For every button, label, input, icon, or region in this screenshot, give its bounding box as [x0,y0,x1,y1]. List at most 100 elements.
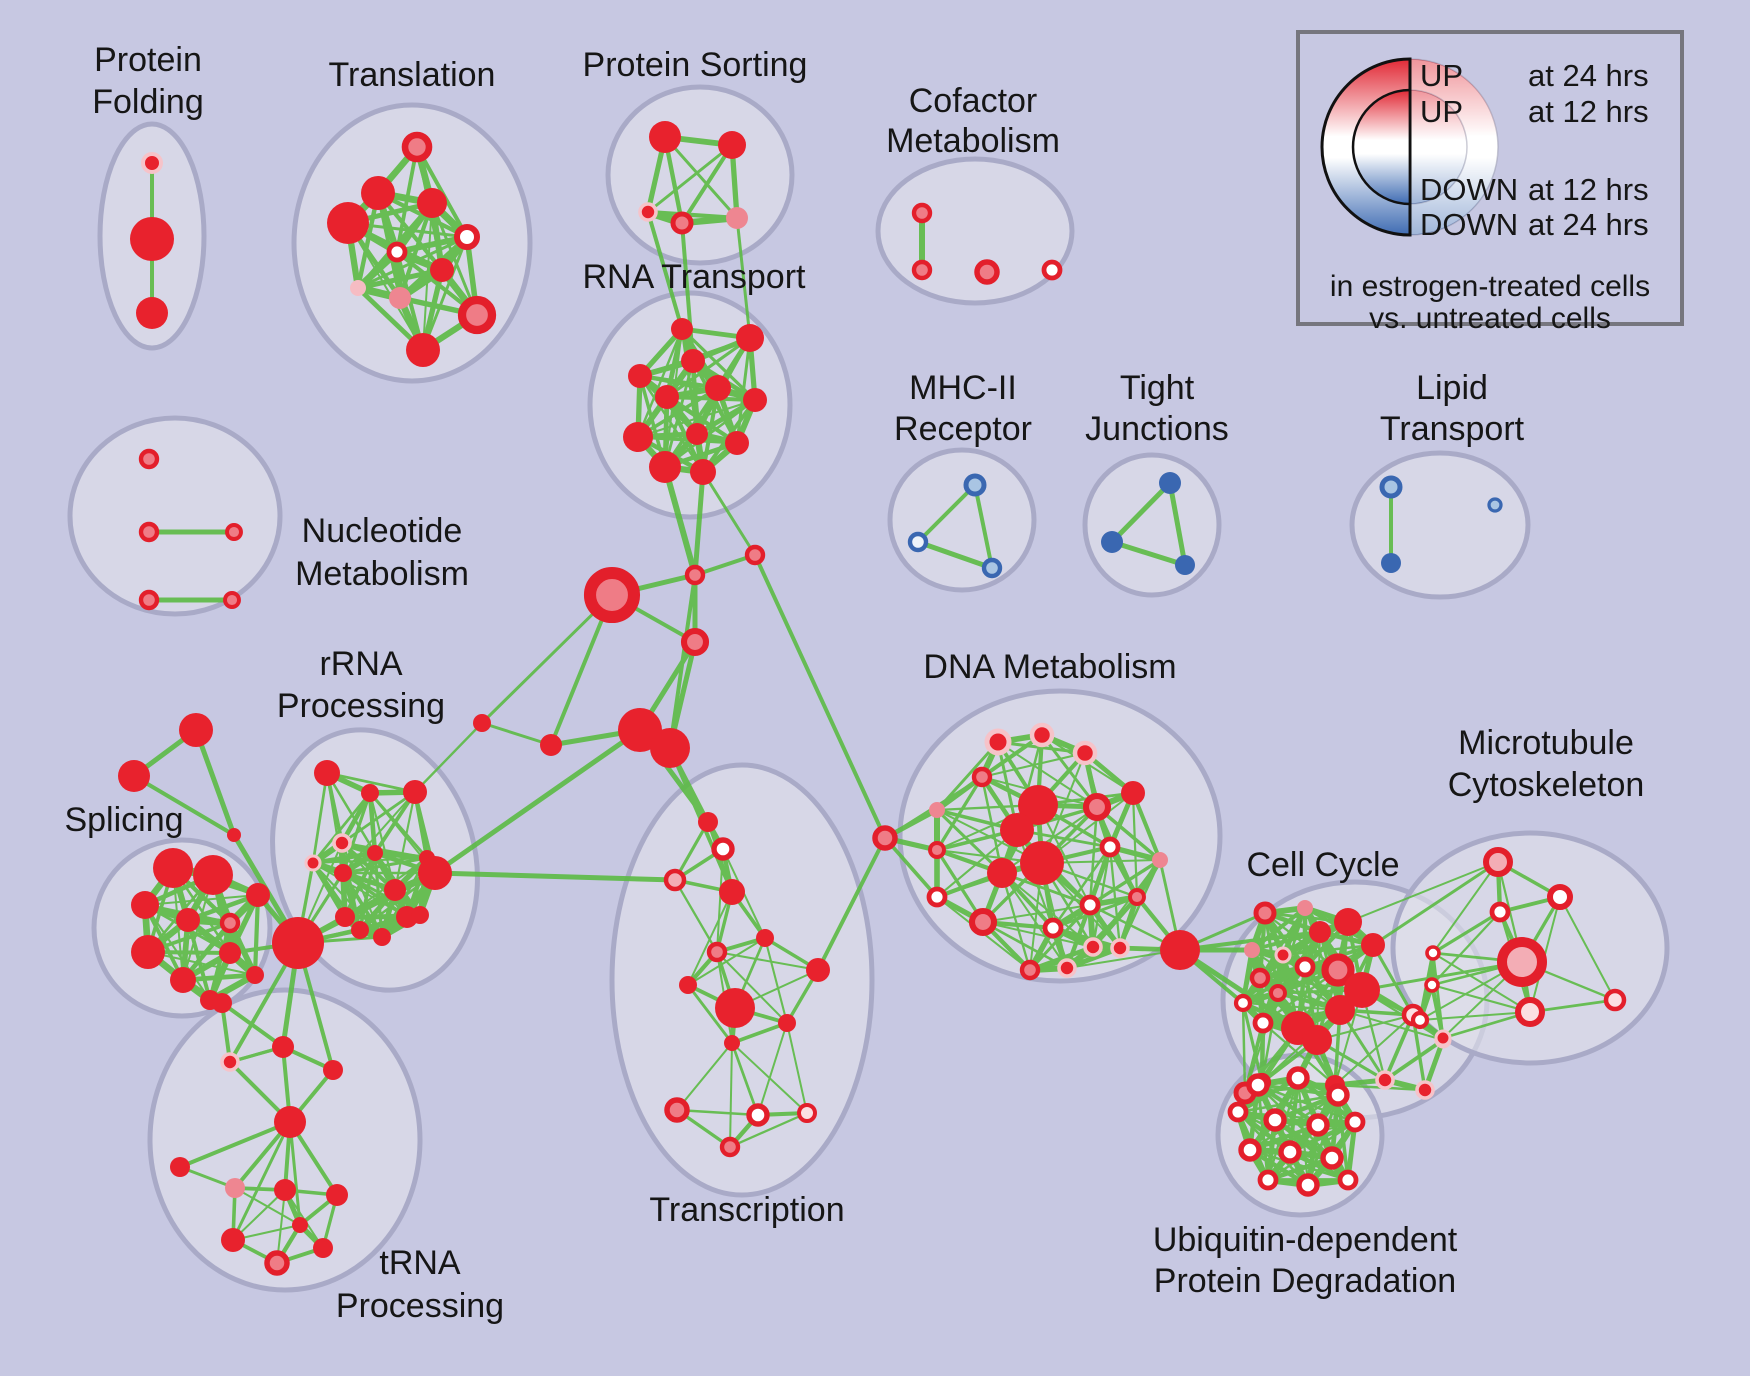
network-node-transcription-0[interactable] [698,812,718,832]
network-node-rrna-processing-3[interactable] [403,780,427,804]
network-node-trna-processing-8[interactable] [326,1184,348,1206]
network-node-ubiquitin-degradation-4[interactable] [1263,1108,1287,1132]
network-node-chain-2[interactable] [744,544,766,566]
network-node-trna-processing-9[interactable] [221,1228,245,1252]
network-node-tight-junctions-2[interactable] [1175,555,1195,575]
network-node-rrna-processing-10[interactable] [335,907,355,927]
network-node-splicing-triangle-0[interactable] [179,713,213,747]
network-node-protein-folding-2[interactable] [136,297,168,329]
network-node-cell-cycle-2[interactable] [1244,942,1260,958]
network-node-splicing-10[interactable] [246,966,264,984]
network-node-protein-sorting-0[interactable] [649,121,681,153]
network-node-mhc-ii-receptor-2[interactable] [981,557,1003,579]
network-node-rrna-processing-11[interactable] [351,921,369,939]
network-node-transcription-10[interactable] [724,1035,740,1051]
network-node-microtubule-cytoskeleton-8[interactable] [1410,1010,1430,1030]
network-node-transcription-12[interactable] [746,1103,770,1127]
network-node-nucleotide-metabolism-3[interactable] [138,589,160,611]
network-node-dna-metabolism-12[interactable] [987,858,1017,888]
network-node-translation-2[interactable] [417,188,447,218]
network-node-splicing-1[interactable] [193,855,233,895]
network-node-cell-cycle-5[interactable] [1309,921,1331,943]
network-node-tight-junctions-1[interactable] [1101,531,1123,553]
network-node-dna-metabolism-22[interactable] [1057,958,1077,978]
network-node-cell-cycle-0[interactable] [1253,901,1277,925]
network-node-trna-processing-12[interactable] [292,1217,308,1233]
network-node-rrna-processing-5[interactable] [304,854,322,872]
network-node-trna-processing-6[interactable] [225,1178,245,1198]
network-node-transcription-8[interactable] [715,988,755,1028]
network-node-splicing-3[interactable] [176,908,200,932]
network-node-trna-processing-7[interactable] [274,1179,296,1201]
network-node-trna-processing-10[interactable] [313,1238,333,1258]
network-node-cell-cycle-21[interactable] [1375,1070,1395,1090]
network-node-microtubule-cytoskeleton-7[interactable] [1424,977,1440,993]
network-node-translation-5[interactable] [386,241,408,263]
network-node-mhc-ii-receptor-1[interactable] [907,531,929,553]
network-node-trna-processing-5[interactable] [323,1060,343,1080]
network-node-dna-metabolism-16[interactable] [968,907,998,937]
network-node-cofactor-metabolism-1[interactable] [911,259,933,281]
network-node-trna-processing-0[interactable] [274,1106,306,1138]
network-node-chain-4[interactable] [618,708,662,752]
network-node-lipid-transport-0[interactable] [1379,475,1403,499]
network-node-dna-metabolism-0[interactable] [984,728,1012,756]
network-node-dna-metabolism-1[interactable] [1029,722,1055,748]
network-node-rrna-processing-9[interactable] [384,879,406,901]
network-node-rna-transport-3[interactable] [628,364,652,388]
network-node-transcription-1[interactable] [711,837,735,861]
network-node-cell-cycle-22[interactable] [1415,1080,1435,1100]
network-node-ubiquitin-degradation-6[interactable] [1344,1111,1366,1133]
network-node-dna-metabolism-18[interactable] [1042,917,1064,939]
network-node-dna-metabolism-10[interactable] [1000,813,1034,847]
network-node-mhc-ii-receptor-0[interactable] [963,473,987,497]
network-node-trna-processing-2[interactable] [212,993,232,1013]
network-node-splicing-triangle-2[interactable] [227,828,241,842]
network-node-splicing-2[interactable] [131,891,159,919]
network-node-splicing-4[interactable] [219,912,241,934]
network-node-chain-5[interactable] [650,728,690,768]
network-node-trna-processing-3[interactable] [220,1052,240,1072]
network-node-rna-transport-1[interactable] [736,324,764,352]
network-node-cell-cycle-8[interactable] [1321,953,1355,987]
network-node-cell-cycle-7[interactable] [1294,956,1316,978]
network-node-cofactor-metabolism-0[interactable] [911,202,933,224]
network-node-cell-cycle-14[interactable] [1325,995,1355,1025]
network-node-cell-cycle-16[interactable] [1302,1025,1332,1055]
network-node-rrna-processing-4[interactable] [332,833,352,853]
network-node-transcription-4[interactable] [756,929,774,947]
network-node-ubiquitin-degradation-0[interactable] [1246,1073,1270,1097]
network-node-chain-1[interactable] [684,564,706,586]
network-node-rrna-processing-14[interactable] [411,906,429,924]
network-node-ubiquitin-degradation-11[interactable] [1296,1173,1320,1197]
network-node-translation-10[interactable] [406,333,440,367]
network-node-dna-metabolism-7[interactable] [872,825,898,851]
network-node-transcription-11[interactable] [664,1097,690,1123]
network-node-dna-metabolism-20[interactable] [1083,937,1103,957]
network-node-microtubule-cytoskeleton-5[interactable] [1603,988,1627,1012]
network-node-cell-cycle-13[interactable] [1344,972,1380,1008]
network-node-trna-processing-11[interactable] [264,1250,290,1276]
network-node-dna-metabolism-17[interactable] [1079,894,1101,916]
network-node-chain-6[interactable] [540,734,562,756]
network-node-rna-transport-7[interactable] [623,422,653,452]
network-node-rrna-processing-16[interactable] [473,714,491,732]
network-node-dna-metabolism-21[interactable] [1019,959,1041,981]
network-node-chain-3[interactable] [680,627,710,657]
network-node-transcription-9[interactable] [778,1014,796,1032]
network-node-trna-processing-1[interactable] [170,1157,190,1177]
network-node-ubiquitin-degradation-3[interactable] [1227,1101,1249,1123]
network-node-rna-transport-6[interactable] [743,388,767,412]
network-node-rrna-processing-6[interactable] [334,864,352,882]
network-node-dna-metabolism-19[interactable] [1128,888,1146,906]
network-node-protein-sorting-4[interactable] [726,207,748,229]
network-node-dna-metabolism-8[interactable] [928,841,946,859]
network-node-dna-metabolism-2[interactable] [1072,740,1098,766]
network-node-translation-9[interactable] [457,295,497,335]
network-node-dna-metabolism-14[interactable] [1152,852,1168,868]
network-node-microtubule-cytoskeleton-9[interactable] [1434,1029,1452,1047]
network-node-protein-sorting-3[interactable] [670,211,694,235]
network-node-splicing-triangle-1[interactable] [118,760,150,792]
network-node-microtubule-cytoskeleton-4[interactable] [1515,997,1545,1027]
network-node-translation-1[interactable] [361,176,395,210]
